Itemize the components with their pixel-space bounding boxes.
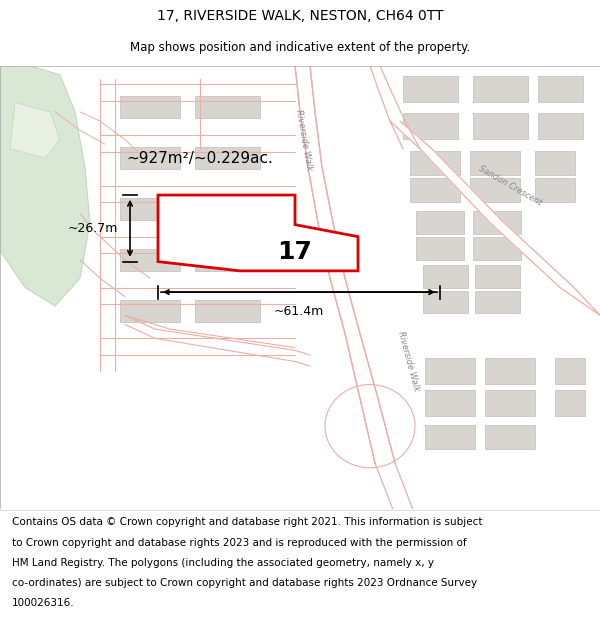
FancyBboxPatch shape [535,178,575,202]
Bar [120,299,180,322]
FancyBboxPatch shape [473,112,527,139]
FancyBboxPatch shape [485,390,535,416]
Text: Map shows position and indicative extent of the property.: Map shows position and indicative extent… [130,41,470,54]
Polygon shape [158,195,358,271]
Bar [195,249,260,271]
FancyBboxPatch shape [475,265,520,288]
Text: to Crown copyright and database rights 2023 and is reproduced with the permissio: to Crown copyright and database rights 2… [12,538,467,548]
FancyBboxPatch shape [535,151,575,175]
Text: ~26.7m: ~26.7m [68,222,118,235]
Polygon shape [0,66,90,306]
FancyBboxPatch shape [555,390,585,416]
Bar [120,147,180,169]
FancyBboxPatch shape [470,178,520,202]
FancyBboxPatch shape [425,425,475,449]
FancyBboxPatch shape [416,237,464,260]
Text: 100026316.: 100026316. [12,598,74,608]
Text: Riverside Walk: Riverside Walk [395,331,421,392]
Polygon shape [390,121,600,315]
Bar [195,96,260,118]
Bar [120,96,180,118]
Text: HM Land Registry. The polygons (including the associated geometry, namely x, y: HM Land Registry. The polygons (includin… [12,558,434,568]
FancyBboxPatch shape [403,76,458,102]
Text: ~927m²/~0.229ac.: ~927m²/~0.229ac. [127,151,274,166]
Text: Contains OS data © Crown copyright and database right 2021. This information is : Contains OS data © Crown copyright and d… [12,518,482,528]
Text: 17: 17 [278,241,313,264]
Text: co-ordinates) are subject to Crown copyright and database rights 2023 Ordnance S: co-ordinates) are subject to Crown copyr… [12,578,477,588]
Text: ~61.4m: ~61.4m [274,305,324,318]
FancyBboxPatch shape [470,151,520,175]
Bar [195,299,260,322]
Text: 17, RIVERSIDE WALK, NESTON, CH64 0TT: 17, RIVERSIDE WALK, NESTON, CH64 0TT [157,9,443,23]
FancyBboxPatch shape [410,151,460,175]
FancyBboxPatch shape [555,357,585,384]
FancyBboxPatch shape [403,112,458,139]
Bar [195,198,260,220]
Polygon shape [10,102,60,158]
FancyBboxPatch shape [422,265,467,288]
Polygon shape [295,66,395,463]
FancyBboxPatch shape [425,357,475,384]
FancyBboxPatch shape [410,178,460,202]
FancyBboxPatch shape [425,390,475,416]
Bar [195,147,260,169]
FancyBboxPatch shape [422,291,467,313]
FancyBboxPatch shape [485,357,535,384]
FancyBboxPatch shape [485,425,535,449]
FancyBboxPatch shape [538,112,583,139]
Text: Riverside Walk: Riverside Walk [294,108,314,171]
FancyBboxPatch shape [473,76,527,102]
Bar [120,249,180,271]
FancyBboxPatch shape [475,291,520,313]
FancyBboxPatch shape [416,211,464,234]
FancyBboxPatch shape [473,211,521,234]
FancyBboxPatch shape [538,76,583,102]
Circle shape [325,384,415,468]
Bar [120,198,180,220]
Text: Sandon Crescent: Sandon Crescent [477,164,543,208]
FancyBboxPatch shape [473,237,521,260]
